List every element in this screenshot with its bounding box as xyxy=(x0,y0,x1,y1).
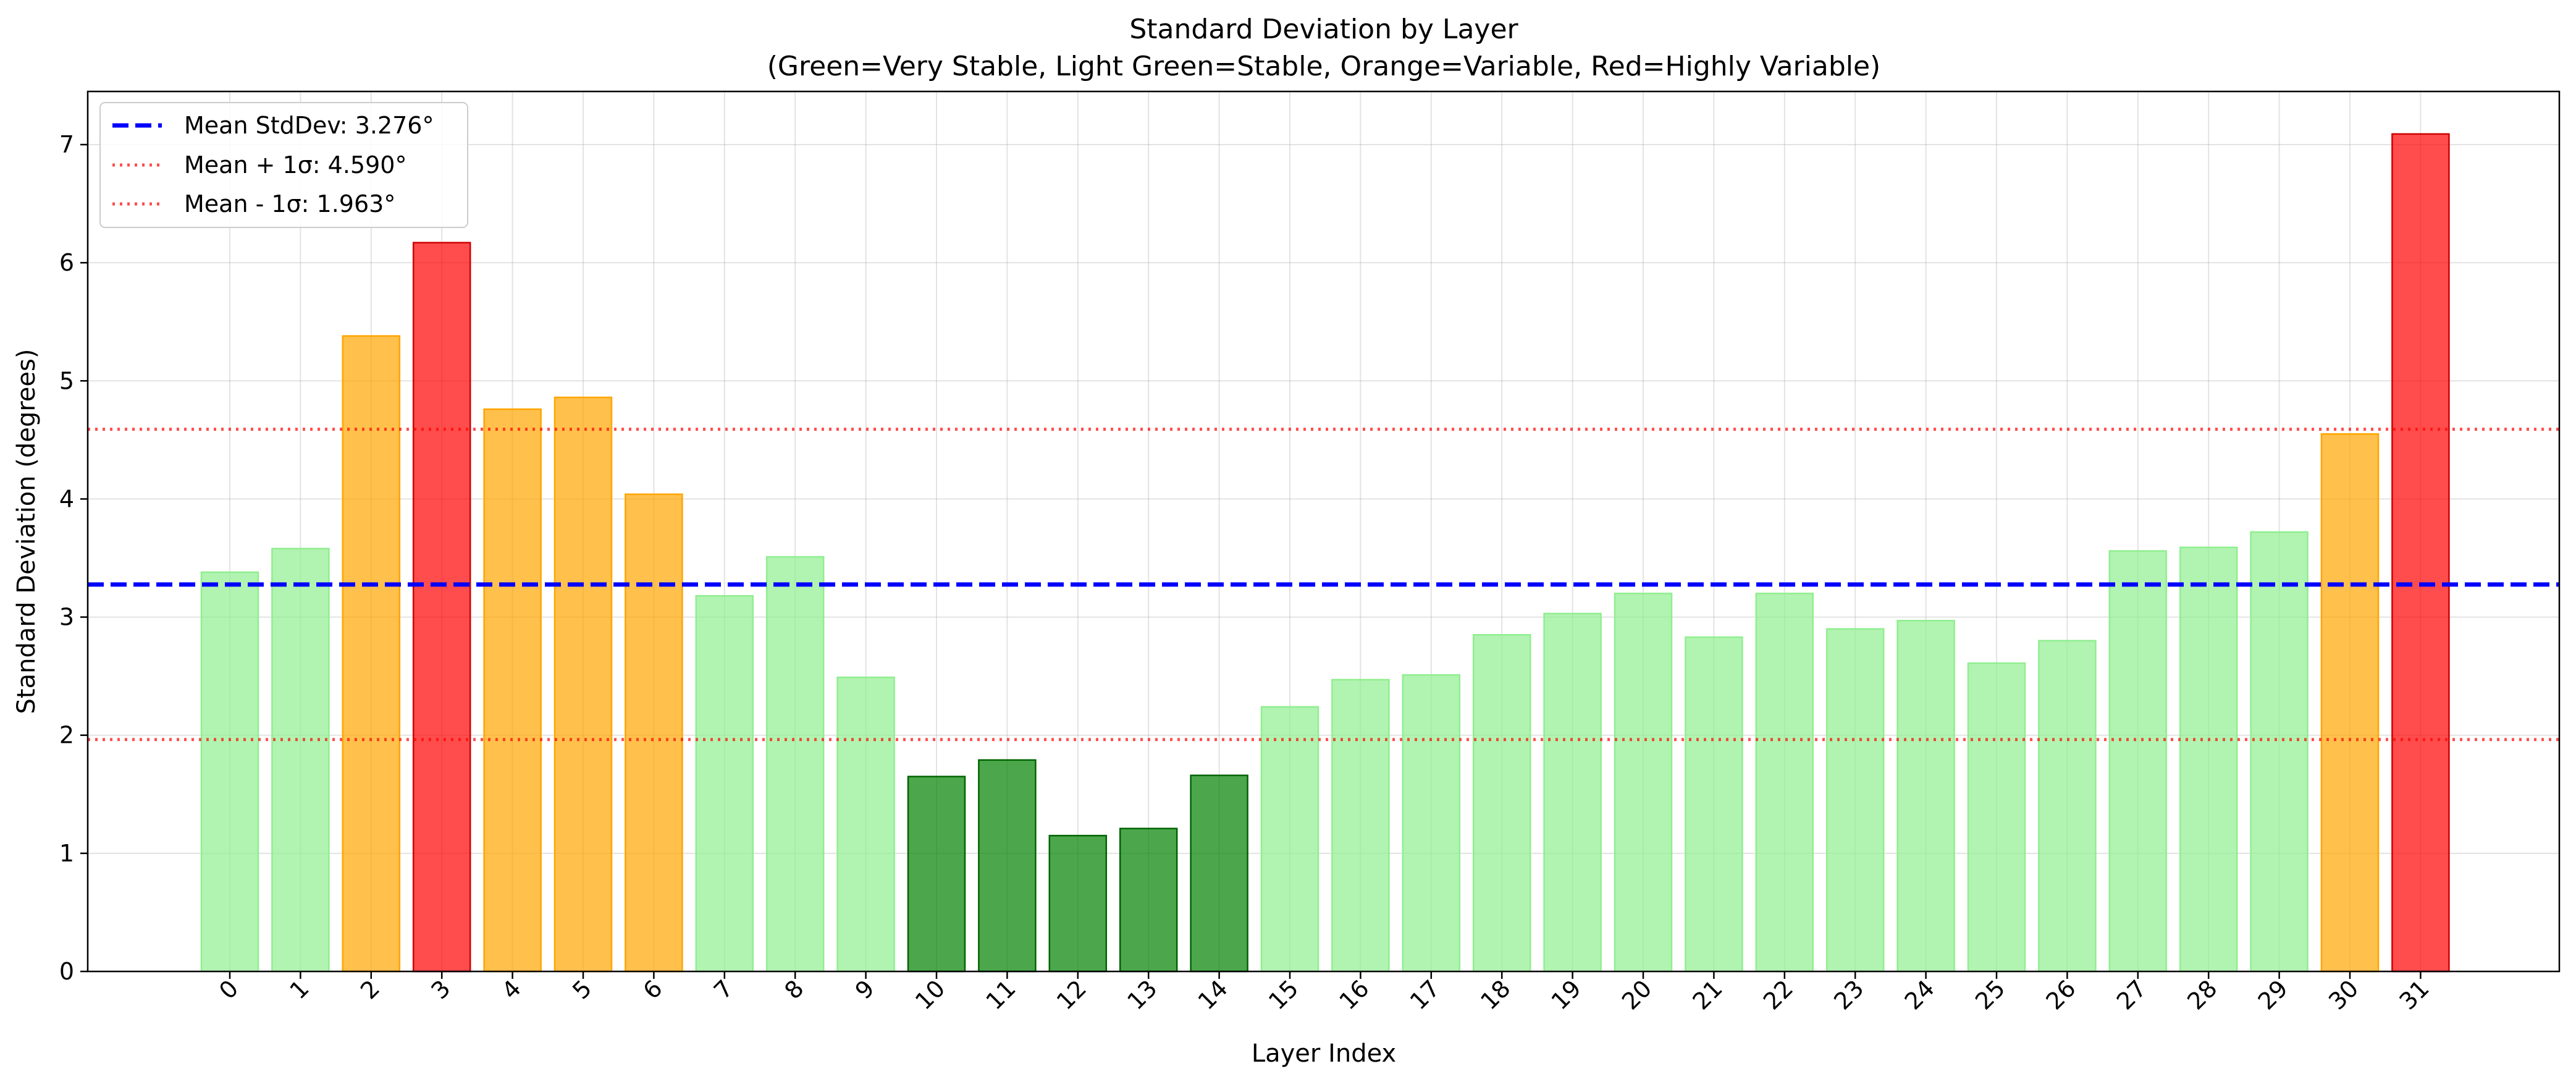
x-tick-label: 21 xyxy=(1687,975,1727,1015)
legend: Mean StdDev: 3.276° Mean + 1σ: 4.590° Me… xyxy=(99,102,468,228)
bar-layer-1 xyxy=(271,548,330,973)
x-tick-label: 8 xyxy=(779,975,809,1004)
bar-layer-20 xyxy=(1614,593,1673,973)
y-tick-label: 3 xyxy=(59,604,74,631)
x-tick-label: 4 xyxy=(497,975,526,1004)
bar-layer-14 xyxy=(1190,774,1248,973)
x-tick-label: 20 xyxy=(1617,975,1657,1015)
bar-layer-10 xyxy=(907,776,966,973)
y-axis-ticks: 0 1 2 3 4 5 6 7 xyxy=(59,131,88,985)
x-tick-label: 16 xyxy=(1334,975,1374,1015)
chart-title: Standard Deviation by Layer xyxy=(1129,14,1518,45)
x-tick-label: 5 xyxy=(567,975,597,1004)
y-tick-label: 0 xyxy=(59,958,74,985)
x-tick-label: 30 xyxy=(2323,975,2363,1015)
x-axis-ticks: 0 1 2 3 4 5 6 7 8 9 10 11 12 13 14 15 16 17 18 19 20 21 22 23 24… xyxy=(214,971,2435,1015)
plot-frame xyxy=(86,90,2561,973)
y-tick-label: 5 xyxy=(59,367,74,394)
x-axis-label: Layer Index xyxy=(1252,1039,1396,1068)
x-tick-label: 9 xyxy=(850,975,880,1004)
bar-layer-5 xyxy=(554,396,613,973)
x-tick-label: 12 xyxy=(1051,975,1092,1015)
x-tick-label: 26 xyxy=(2040,975,2081,1015)
chart-subtitle: (Green=Very Stable, Light Green=Stable, … xyxy=(767,51,1880,82)
legend-label-mean-plus-sigma: Mean + 1σ: 4.590° xyxy=(184,151,406,179)
y-tick-label: 4 xyxy=(59,485,74,512)
bar-layer-6 xyxy=(625,493,683,973)
legend-label-mean-minus-sigma: Mean - 1σ: 1.963° xyxy=(184,190,395,218)
x-tick-label: 0 xyxy=(214,975,243,1004)
y-tick-label: 2 xyxy=(59,722,74,749)
bar-layer-11 xyxy=(978,759,1037,973)
x-tick-label: 31 xyxy=(2394,975,2434,1015)
bar-layer-8 xyxy=(765,556,825,973)
x-tick-label: 29 xyxy=(2253,975,2293,1015)
x-tick-label: 2 xyxy=(355,975,385,1004)
bar-layer-21 xyxy=(1685,636,1743,973)
bar-layer-28 xyxy=(2179,546,2238,973)
x-tick-label: 11 xyxy=(980,975,1021,1015)
bar-layer-26 xyxy=(2038,640,2097,973)
x-tick-label: 18 xyxy=(1475,975,1515,1015)
bar-layer-17 xyxy=(1402,674,1461,973)
x-tick-label: 23 xyxy=(1829,975,1869,1015)
y-axis-label: Standard Deviation (degrees) xyxy=(12,349,41,714)
x-tick-label: 28 xyxy=(2182,975,2222,1015)
y-tick-label: 6 xyxy=(59,249,74,276)
bar-layer-2 xyxy=(342,335,401,973)
bar-layer-23 xyxy=(1825,628,1885,973)
x-tick-label: 10 xyxy=(910,975,950,1015)
bar-layer-18 xyxy=(1472,633,1531,973)
bar-layer-19 xyxy=(1543,612,1602,973)
bar-layer-13 xyxy=(1119,827,1178,973)
legend-box xyxy=(99,102,468,228)
bar-layer-7 xyxy=(695,594,754,973)
bar-layer-0 xyxy=(200,571,259,973)
bar-layer-31 xyxy=(2391,133,2450,973)
x-tick-label: 6 xyxy=(638,975,668,1004)
bar-layer-27 xyxy=(2108,550,2168,973)
bar-layer-3 xyxy=(412,242,471,973)
bar-layer-16 xyxy=(1331,679,1390,973)
bar-layer-12 xyxy=(1048,834,1108,973)
bar-layer-29 xyxy=(2250,531,2309,973)
x-tick-label: 22 xyxy=(1758,975,1798,1015)
bar-layer-24 xyxy=(1896,620,1955,973)
bar-layer-22 xyxy=(1755,593,1814,973)
x-tick-label: 15 xyxy=(1263,975,1303,1015)
x-tick-label: 13 xyxy=(1122,975,1162,1015)
reference-lines xyxy=(88,428,2559,742)
bar-layer-15 xyxy=(1260,706,1320,973)
bar-layer-4 xyxy=(483,408,542,973)
x-tick-label: 24 xyxy=(1900,975,1940,1015)
x-tick-label: 7 xyxy=(709,975,738,1004)
y-tick-label: 7 xyxy=(59,131,74,158)
x-tick-label: 17 xyxy=(1405,975,1445,1015)
x-tick-label: 14 xyxy=(1193,975,1233,1015)
x-tick-label: 3 xyxy=(426,975,455,1004)
bar-layer-25 xyxy=(1967,662,2026,973)
x-tick-label: 25 xyxy=(1970,975,2010,1015)
y-tick-label: 1 xyxy=(59,840,74,867)
x-tick-label: 19 xyxy=(1546,975,1586,1015)
legend-label-mean: Mean StdDev: 3.276° xyxy=(184,112,434,139)
x-tick-label: 1 xyxy=(285,975,314,1004)
bar-layer-30 xyxy=(2320,433,2380,973)
x-tick-label: 27 xyxy=(2111,975,2152,1015)
bar-layer-9 xyxy=(836,676,895,973)
bars xyxy=(200,133,2450,973)
